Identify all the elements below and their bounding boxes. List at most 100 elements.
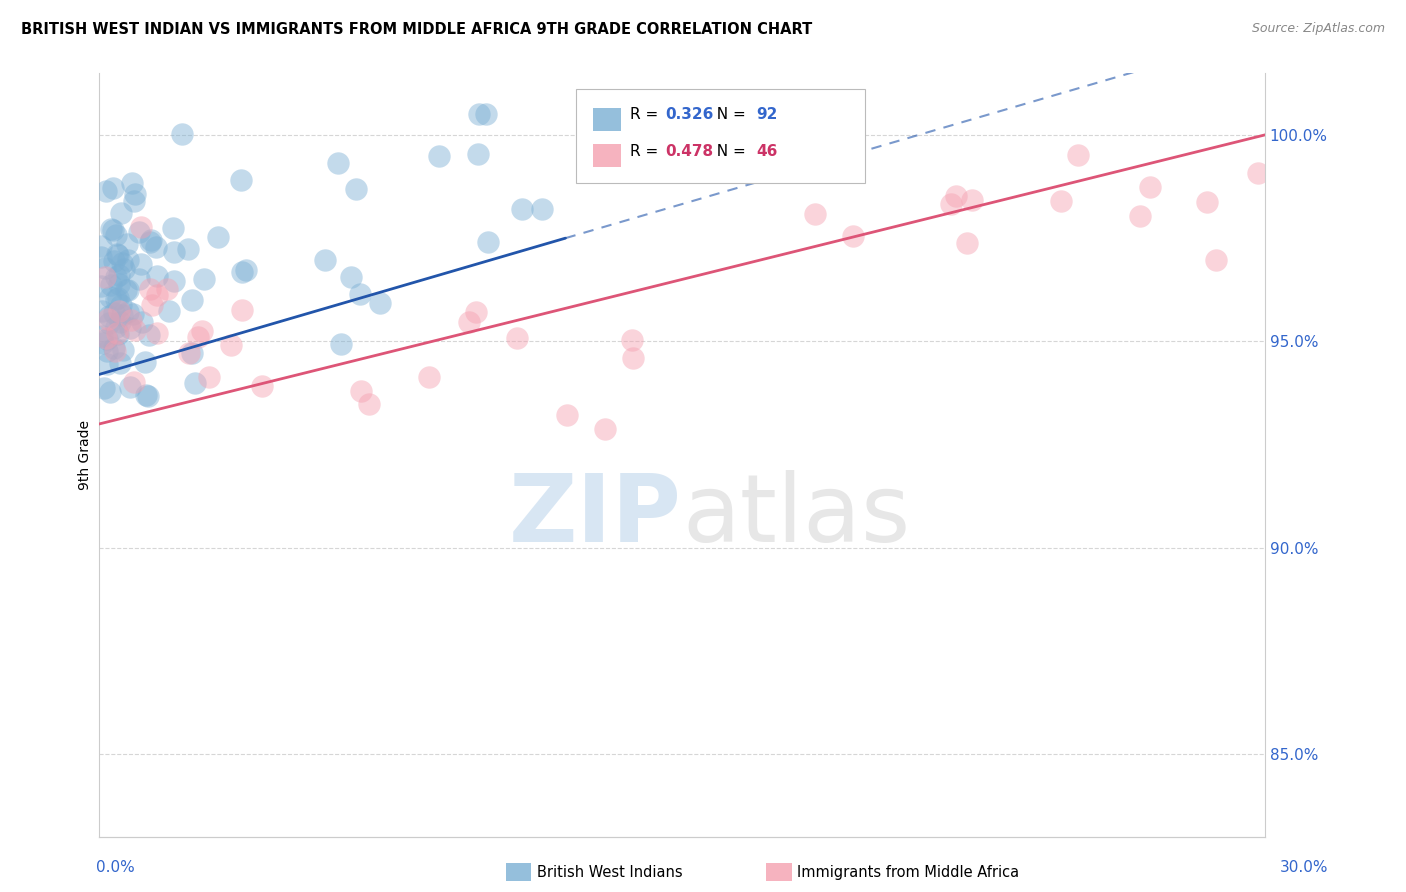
- Point: [141, 297, 163, 311]
- Point: [177, 242, 200, 256]
- Point: [97, 311, 120, 326]
- Point: [1049, 194, 1071, 209]
- Point: [100, 222, 122, 236]
- Point: [108, 356, 131, 370]
- Point: [595, 421, 617, 435]
- Point: [96, 344, 118, 359]
- Point: [108, 315, 131, 329]
- Point: [93, 381, 115, 395]
- Point: [146, 288, 169, 302]
- Text: R =: R =: [630, 107, 664, 121]
- Point: [231, 303, 253, 318]
- Point: [120, 321, 142, 335]
- Point: [219, 337, 242, 351]
- Point: [557, 408, 579, 422]
- Point: [177, 345, 200, 359]
- Point: [620, 334, 643, 348]
- Point: [530, 202, 553, 217]
- Point: [101, 180, 124, 194]
- Point: [121, 307, 143, 321]
- Point: [96, 185, 118, 199]
- Point: [811, 147, 834, 161]
- Point: [457, 315, 479, 329]
- Point: [93, 335, 115, 350]
- Point: [464, 304, 486, 318]
- Point: [146, 326, 169, 340]
- Point: [357, 397, 380, 411]
- Point: [90, 329, 112, 343]
- Point: [231, 173, 253, 187]
- Point: [155, 282, 177, 296]
- Text: R =: R =: [630, 145, 664, 159]
- Point: [120, 312, 142, 326]
- Point: [98, 290, 121, 304]
- Point: [250, 378, 273, 392]
- Point: [468, 107, 491, 121]
- Point: [139, 235, 162, 250]
- Text: atlas: atlas: [682, 470, 910, 562]
- Point: [146, 269, 169, 284]
- Point: [231, 265, 253, 279]
- Point: [107, 247, 129, 261]
- Point: [97, 309, 120, 323]
- Text: 0.0%: 0.0%: [96, 860, 135, 874]
- Text: 92: 92: [756, 107, 778, 121]
- Point: [124, 187, 146, 202]
- Point: [107, 327, 129, 342]
- Point: [111, 308, 134, 322]
- Text: Immigrants from Middle Africa: Immigrants from Middle Africa: [797, 865, 1019, 880]
- Point: [94, 331, 117, 345]
- Point: [1066, 147, 1088, 161]
- Point: [193, 271, 215, 285]
- Point: [90, 251, 112, 265]
- Text: ZIP: ZIP: [509, 470, 682, 562]
- Point: [207, 229, 229, 244]
- Point: [103, 306, 125, 320]
- Point: [108, 304, 131, 318]
- Y-axis label: 9th Grade: 9th Grade: [79, 420, 93, 490]
- Point: [418, 369, 440, 384]
- Point: [314, 253, 336, 268]
- Point: [105, 247, 128, 261]
- Point: [197, 369, 219, 384]
- Point: [134, 355, 156, 369]
- Text: N =: N =: [707, 145, 751, 159]
- Point: [326, 156, 349, 170]
- Point: [115, 237, 138, 252]
- Point: [1205, 252, 1227, 267]
- Point: [107, 291, 129, 305]
- Point: [90, 279, 112, 293]
- Point: [477, 235, 499, 250]
- Point: [1139, 180, 1161, 194]
- Point: [956, 236, 979, 251]
- Point: [187, 330, 209, 344]
- Point: [139, 234, 162, 248]
- Point: [104, 320, 127, 334]
- Point: [112, 343, 135, 357]
- Point: [103, 223, 125, 237]
- Point: [100, 278, 122, 293]
- Point: [621, 351, 644, 365]
- Point: [117, 305, 139, 319]
- Point: [145, 240, 167, 254]
- Point: [121, 177, 143, 191]
- Point: [180, 346, 202, 360]
- Point: [368, 296, 391, 310]
- Point: [157, 303, 180, 318]
- Point: [112, 262, 135, 277]
- Point: [105, 326, 128, 340]
- Text: 0.478: 0.478: [665, 145, 713, 159]
- Point: [344, 182, 367, 196]
- Point: [111, 255, 134, 269]
- Point: [184, 376, 207, 390]
- Text: Source: ZipAtlas.com: Source: ZipAtlas.com: [1251, 22, 1385, 36]
- Point: [235, 263, 257, 277]
- Point: [1247, 165, 1270, 179]
- Point: [138, 328, 160, 343]
- Point: [960, 194, 983, 208]
- Point: [90, 304, 112, 318]
- Point: [96, 333, 118, 347]
- Text: 46: 46: [756, 145, 778, 159]
- Point: [117, 253, 139, 268]
- Point: [128, 272, 150, 286]
